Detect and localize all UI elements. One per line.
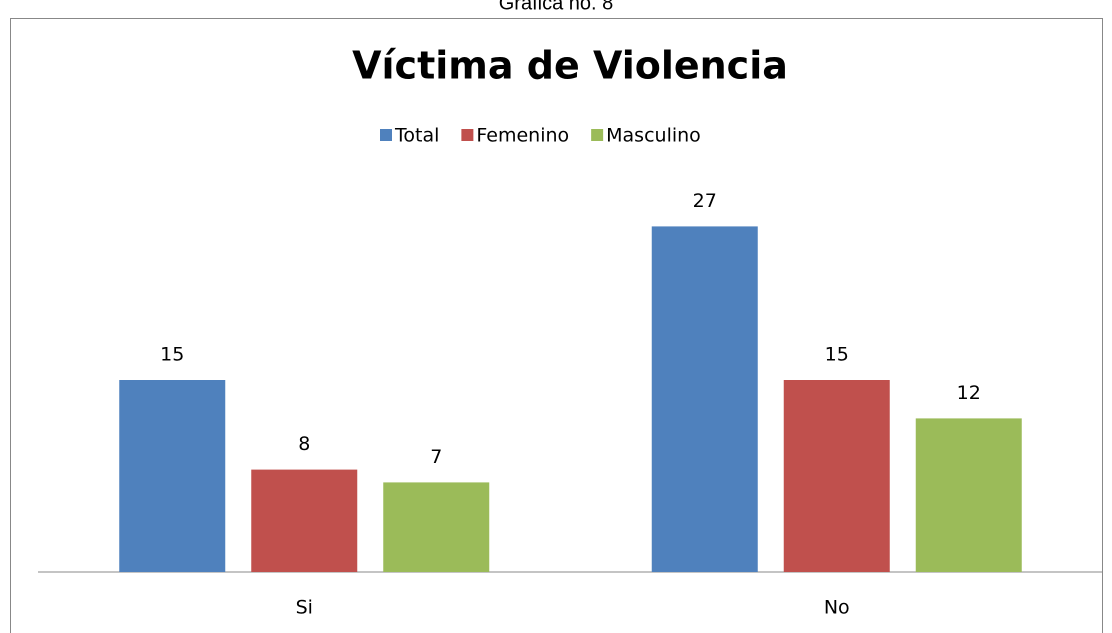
value-label: 15 xyxy=(825,344,849,366)
bar xyxy=(783,380,890,572)
bar xyxy=(383,482,490,572)
legend-label: Total xyxy=(394,125,439,147)
legend-label: Femenino xyxy=(476,125,569,147)
legend-label: Masculino xyxy=(606,125,701,147)
caption: Gráfica no. 8 xyxy=(499,0,614,14)
value-label: 8 xyxy=(298,433,310,455)
value-label: 7 xyxy=(430,446,442,468)
value-label: 27 xyxy=(693,190,717,212)
chart-title: Víctima de Violencia xyxy=(352,44,788,88)
bar xyxy=(915,418,1022,572)
value-label: 12 xyxy=(957,382,981,404)
chart-border xyxy=(10,18,1103,633)
x-tick-label: Si xyxy=(296,597,313,619)
bar xyxy=(251,469,358,572)
legend-swatch xyxy=(461,129,474,141)
value-label: 15 xyxy=(160,344,184,366)
legend-swatch xyxy=(591,129,604,141)
bar xyxy=(651,226,758,572)
legend-swatch xyxy=(380,129,392,141)
x-tick-label: No xyxy=(824,597,850,619)
bar xyxy=(119,380,226,572)
